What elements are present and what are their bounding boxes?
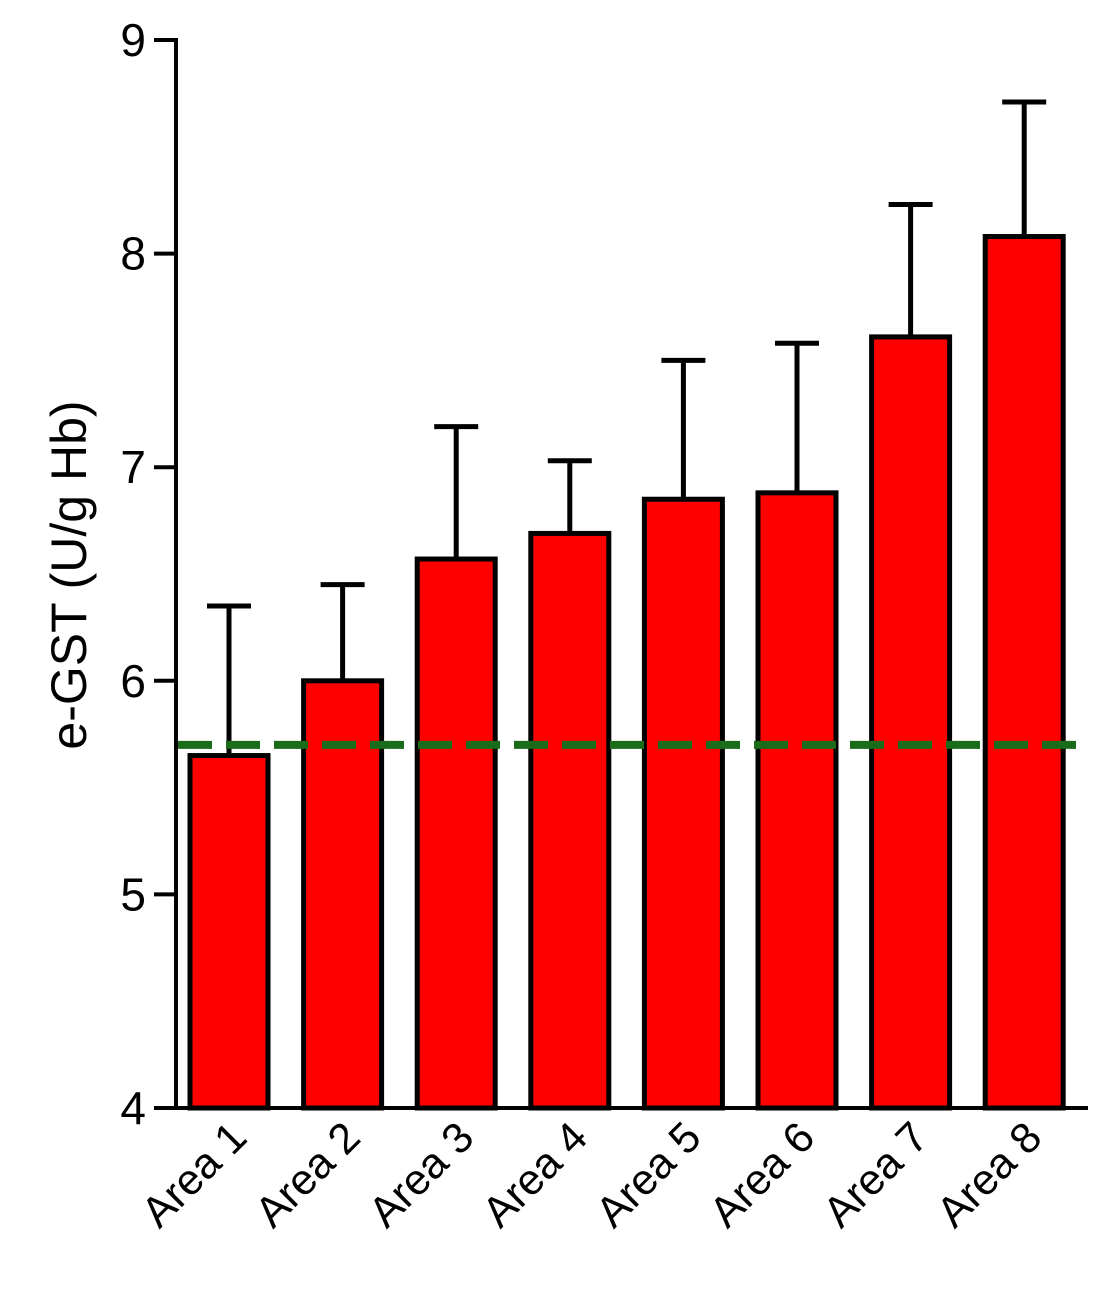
error-bar-6 bbox=[775, 340, 819, 493]
x-tick-label-7: Area 7 bbox=[814, 1113, 938, 1237]
x-tick-label-1: Area 1 bbox=[133, 1113, 257, 1237]
error-bar-1 bbox=[207, 603, 251, 756]
y-tick-label-8: 8 bbox=[120, 228, 146, 280]
y-tick-label-6: 6 bbox=[120, 655, 146, 707]
x-tick-label-8: Area 8 bbox=[928, 1113, 1052, 1237]
x-tick-label-5: Area 5 bbox=[587, 1113, 711, 1237]
y-tick-label-7: 7 bbox=[120, 441, 146, 493]
y-axis-title: e-GST (U/g Hb) bbox=[41, 400, 97, 749]
bar-4 bbox=[528, 530, 612, 1111]
bar-3 bbox=[414, 556, 498, 1111]
bar-6 bbox=[755, 490, 839, 1111]
bar-8 bbox=[982, 234, 1066, 1111]
bar-7 bbox=[869, 334, 953, 1111]
error-bar-7 bbox=[888, 201, 933, 337]
error-bar-2 bbox=[320, 582, 365, 681]
axes-layer bbox=[154, 38, 1088, 1110]
bar-5 bbox=[641, 496, 725, 1111]
y-tick-label-4: 4 bbox=[120, 1082, 146, 1134]
error-bars-layer bbox=[207, 99, 1047, 756]
bar-1 bbox=[187, 753, 271, 1111]
bars-layer bbox=[187, 234, 1066, 1111]
x-tick-label-2: Area 2 bbox=[246, 1113, 370, 1237]
y-tick-labels: 4 5 6 7 8 9 bbox=[120, 14, 146, 1134]
x-tick-label-3: Area 3 bbox=[360, 1113, 484, 1237]
error-bar-3 bbox=[434, 424, 479, 560]
y-tick-label-5: 5 bbox=[120, 868, 146, 920]
error-bar-4 bbox=[547, 458, 592, 534]
x-tick-label-4: Area 4 bbox=[473, 1113, 597, 1237]
y-tick-label-9: 9 bbox=[120, 14, 146, 66]
x-tick-label-6: Area 6 bbox=[701, 1113, 825, 1237]
error-bar-8 bbox=[1002, 99, 1047, 237]
error-bar-5 bbox=[661, 357, 706, 500]
bar-2 bbox=[301, 678, 385, 1111]
